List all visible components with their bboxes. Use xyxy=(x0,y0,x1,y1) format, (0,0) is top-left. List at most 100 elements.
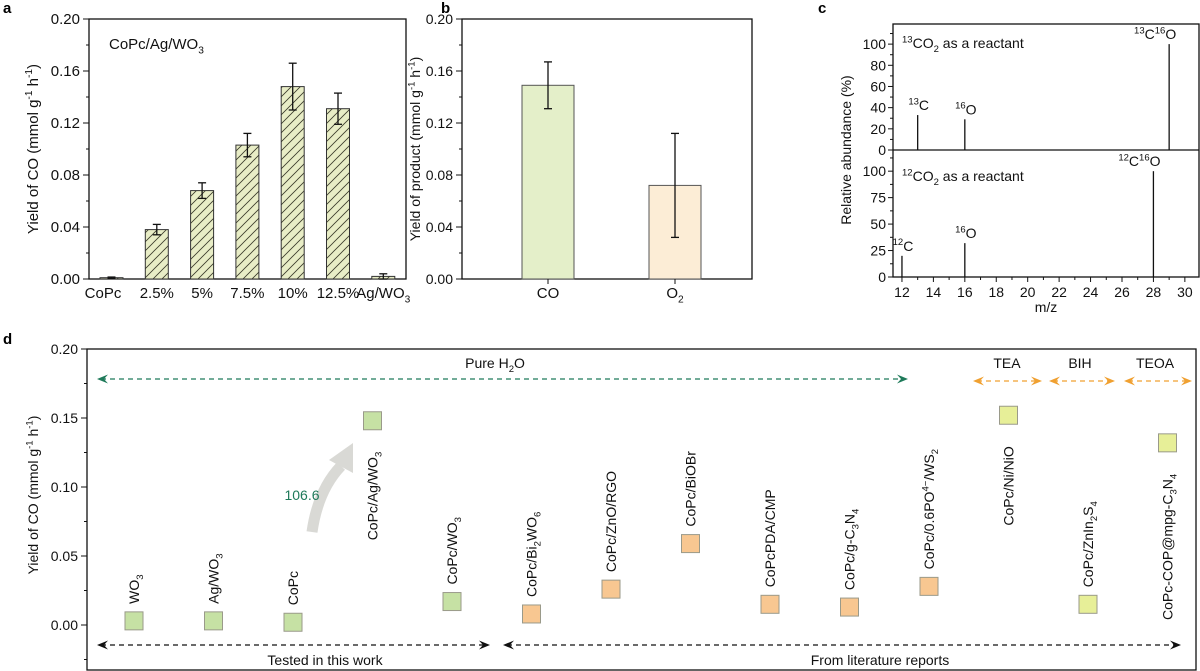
y-tick-label: 0.08 xyxy=(51,167,80,184)
peak-label: 12C16O xyxy=(1118,153,1160,170)
panel-label-d: d xyxy=(3,331,12,348)
x-tick-label: 5% xyxy=(191,285,213,302)
panel-b-chart: 0.00 0.04 0.08 0.12 0.16 0.20 Yield of product… xyxy=(406,11,753,306)
arrowhead xyxy=(1104,376,1115,386)
x-tick-label: Ag/WO3 xyxy=(356,285,410,306)
y-tick-label: 20 xyxy=(870,121,886,137)
y-axis-label: Yield of product (mmol g-1 h-1) xyxy=(406,57,423,242)
y-tick-label: 0.08 xyxy=(426,167,453,183)
data-point xyxy=(204,611,223,631)
source-label: From literature reports xyxy=(811,652,949,668)
y-tick-label: 50 xyxy=(870,216,886,232)
data-point xyxy=(1078,594,1098,614)
point-label: CoPc/BiOBr xyxy=(683,451,699,527)
y-tick-label: 0 xyxy=(878,142,886,158)
y-tick-label: 0.04 xyxy=(426,219,453,235)
y-tick-label: 0.10 xyxy=(51,479,78,495)
y-tick-label: 100 xyxy=(863,163,887,179)
y-tick-label: 60 xyxy=(870,78,886,94)
arrowhead xyxy=(1049,376,1060,386)
point-label: CoPc/Ni/NiO xyxy=(1001,446,1017,525)
point-label: CoPc/WO3 xyxy=(444,517,464,585)
point-label: CoPc/g-C3N4 xyxy=(842,508,862,590)
x-tick-label: 26 xyxy=(1114,284,1130,300)
x-tick-label: 2.5% xyxy=(140,285,174,302)
arrowhead xyxy=(97,374,108,384)
y-tick-label: 0.20 xyxy=(51,341,78,357)
y-axis-label: Yield of CO (mmol g-1 h-1) xyxy=(24,416,41,575)
subplot-annotation: 13CO2 as a reactant xyxy=(902,34,1024,55)
panel-d-chart: 0.00 0.05 0.10 0.15 0.20 Yield of CO (mmol g-… xyxy=(24,341,1197,671)
bar xyxy=(326,108,350,280)
subplot-annotation: 12CO2 as a reactant xyxy=(902,167,1024,188)
data-point xyxy=(363,411,382,431)
arrowhead xyxy=(1031,376,1042,386)
point-label: CoPc xyxy=(285,571,301,605)
source-label: Tested in this work xyxy=(267,652,383,668)
x-tick-label: 20 xyxy=(1020,284,1036,300)
point-label: CoPc/0.6PO4−/WS2 xyxy=(920,449,941,569)
enhancement-arrow-shaft xyxy=(306,462,346,533)
x-tick-label: 7.5% xyxy=(230,285,264,302)
x-tick-label: 24 xyxy=(1083,284,1099,300)
peak-label: 16O xyxy=(955,101,977,118)
plot-frame xyxy=(86,348,1197,671)
bar xyxy=(521,84,575,280)
x-tick-label: 12 xyxy=(894,284,910,300)
x-tick-label: 14 xyxy=(926,284,942,300)
y-tick-label: 0.00 xyxy=(51,271,80,288)
data-point xyxy=(919,576,939,596)
x-tick-label: O2 xyxy=(666,285,684,306)
y-tick-label: 0.20 xyxy=(426,11,453,27)
panel-label-b: b xyxy=(441,0,450,17)
y-tick-label: 75 xyxy=(870,190,886,206)
data-point xyxy=(840,597,859,617)
data-point xyxy=(601,579,621,599)
y-tick-label: 0.12 xyxy=(426,115,453,131)
y-tick-label: 0.16 xyxy=(51,63,80,80)
data-point xyxy=(1158,433,1177,453)
arrowhead xyxy=(897,374,908,384)
arrowhead xyxy=(1170,640,1181,650)
y-tick-label: 100 xyxy=(863,36,887,52)
y-tick-label: 0.15 xyxy=(51,410,78,426)
point-label: CoPc/ZnIn2S4 xyxy=(1080,501,1100,588)
condition-label: TEOA xyxy=(1136,355,1175,371)
data-point xyxy=(124,611,144,631)
point-label: CoPcPDA/CMP xyxy=(762,489,778,587)
point-label: CoPc/ZnO/RGO xyxy=(603,471,619,572)
bar xyxy=(144,229,169,280)
arrowhead xyxy=(479,640,490,650)
panel-a-chart: 0.00 0.04 0.08 0.12 0.16 0.20 Yield of CO (mmo… xyxy=(24,11,411,306)
point-label: CoPc/Bi2WO6 xyxy=(524,512,544,597)
y-tick-label: 0.00 xyxy=(51,617,78,633)
y-tick-label: 80 xyxy=(870,57,886,73)
arrowhead xyxy=(503,640,514,650)
x-tick-label: 10% xyxy=(278,285,308,302)
arrowhead xyxy=(1124,376,1135,386)
bar xyxy=(190,190,215,280)
data-point xyxy=(999,405,1018,425)
y-tick-label: 0.12 xyxy=(51,115,80,132)
data-point xyxy=(283,612,303,632)
x-axis-label: m/z xyxy=(1035,299,1058,315)
y-tick-label: 0.16 xyxy=(426,63,453,79)
arrowhead xyxy=(1181,376,1192,386)
bar xyxy=(280,86,305,280)
point-label: WO3 xyxy=(126,574,146,603)
point-label: Ag/WO3 xyxy=(206,553,226,603)
peak-label: 13C xyxy=(908,96,929,113)
y-tick-label: 40 xyxy=(870,100,886,116)
condition-label: BIH xyxy=(1068,355,1091,371)
enhancement-label: 106.6 xyxy=(284,487,319,503)
data-point xyxy=(681,534,700,554)
y-tick-label: 0.05 xyxy=(51,548,78,564)
x-tick-label: CO xyxy=(537,285,560,302)
bar xyxy=(235,144,260,280)
x-tick-label: CoPc xyxy=(85,285,122,302)
arrowhead xyxy=(973,376,984,386)
y-tick-label: 25 xyxy=(870,243,886,259)
data-point xyxy=(442,592,462,612)
x-tick-label: 22 xyxy=(1051,284,1067,300)
peak-label: 16O xyxy=(955,225,977,242)
